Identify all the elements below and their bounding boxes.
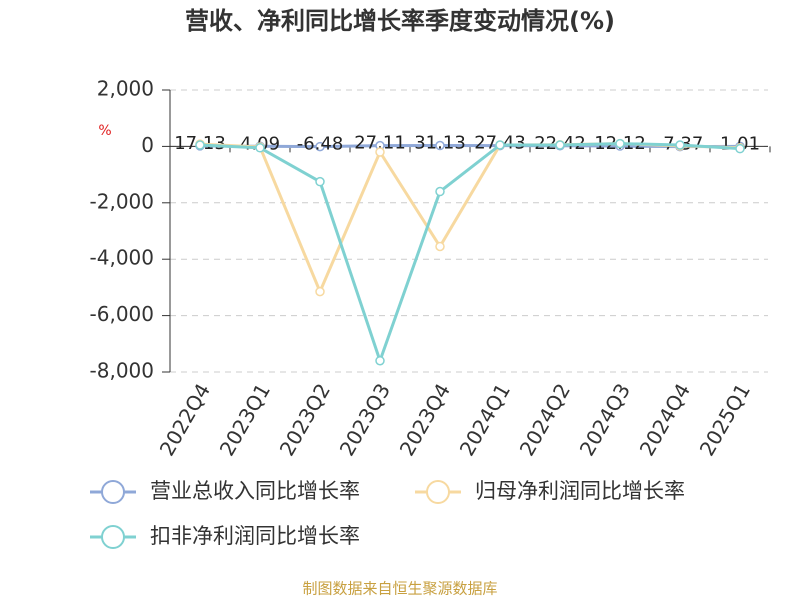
series-line [199,142,741,366]
x-tick-label: 2024Q4 [635,379,695,460]
x-tick-label: 2025Q1 [695,379,755,460]
data-point [315,176,325,187]
y-tick-label: -4,000 [90,246,154,270]
data-point [435,186,445,197]
data-point [675,140,685,150]
data-point [495,140,505,150]
legend-marker [101,480,125,504]
data-point [435,241,445,252]
x-tick-label: 2023Q1 [215,379,275,460]
y-tick-label: -2,000 [90,189,154,213]
y-tick-label: -6,000 [90,302,154,326]
data-label: -6.48 [297,134,344,155]
series-line [199,144,741,149]
legend-marker [426,480,450,504]
y-tick-label: 0 [141,133,154,157]
data-point [195,140,205,150]
data-point [615,138,625,149]
data-point [555,140,565,150]
data-point [315,141,325,152]
y-unit: % [98,123,111,139]
legend-label: 扣非净利润同比增长率 [150,524,360,548]
data-point [315,286,325,297]
legend-marker [101,525,125,549]
data-label: 31.13 [414,133,466,154]
x-tick-label: 2022Q4 [155,379,215,460]
data-point [375,147,385,157]
x-tick-label: 2024Q2 [515,379,575,460]
x-tick-label: 2023Q2 [275,379,335,460]
x-tick-label: 2023Q4 [395,379,455,460]
x-tick-label: 2023Q3 [335,379,395,460]
y-tick-label: -8,000 [90,359,154,383]
data-point [255,143,265,153]
chart-title: 营收、净利同比增长率季度变动情况(%) [185,7,615,35]
source-note: 制图数据来自恒生聚源数据库 [302,580,497,598]
x-tick-label: 2024Q1 [455,379,515,460]
data-point [435,140,445,151]
data-point [735,143,745,154]
series-line [199,142,741,296]
data-label: 27.11 [354,133,406,154]
y-tick-label: 2,000 [97,77,154,101]
legend-label: 营业总收入同比增长率 [150,479,360,503]
legend-label: 归母净利润同比增长率 [475,479,685,503]
x-tick-label: 2024Q3 [575,379,635,460]
data-point [375,355,385,366]
